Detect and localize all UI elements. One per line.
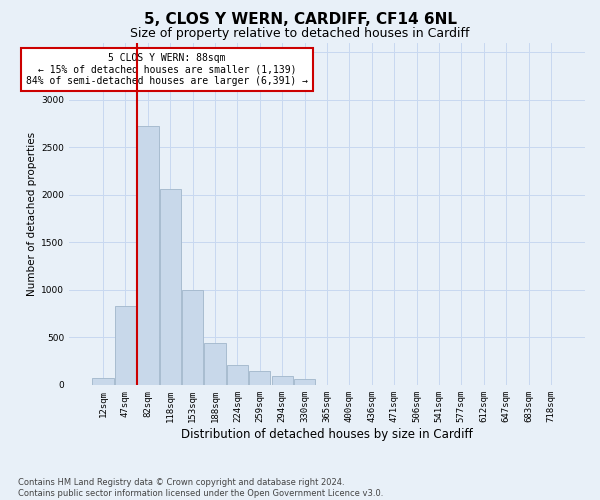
X-axis label: Distribution of detached houses by size in Cardiff: Distribution of detached houses by size … bbox=[181, 428, 473, 440]
Bar bbox=[182, 290, 203, 385]
Text: Contains HM Land Registry data © Crown copyright and database right 2024.
Contai: Contains HM Land Registry data © Crown c… bbox=[18, 478, 383, 498]
Bar bbox=[115, 306, 136, 385]
Bar bbox=[137, 126, 158, 385]
Text: 5, CLOS Y WERN, CARDIFF, CF14 6NL: 5, CLOS Y WERN, CARDIFF, CF14 6NL bbox=[143, 12, 457, 28]
Y-axis label: Number of detached properties: Number of detached properties bbox=[27, 132, 37, 296]
Text: 5 CLOS Y WERN: 88sqm
← 15% of detached houses are smaller (1,139)
84% of semi-de: 5 CLOS Y WERN: 88sqm ← 15% of detached h… bbox=[26, 53, 308, 86]
Bar bbox=[92, 378, 114, 385]
Bar bbox=[272, 376, 293, 385]
Bar bbox=[249, 371, 271, 385]
Bar bbox=[294, 380, 315, 385]
Bar bbox=[160, 189, 181, 385]
Bar bbox=[227, 365, 248, 385]
Bar bbox=[205, 343, 226, 385]
Text: Size of property relative to detached houses in Cardiff: Size of property relative to detached ho… bbox=[130, 28, 470, 40]
